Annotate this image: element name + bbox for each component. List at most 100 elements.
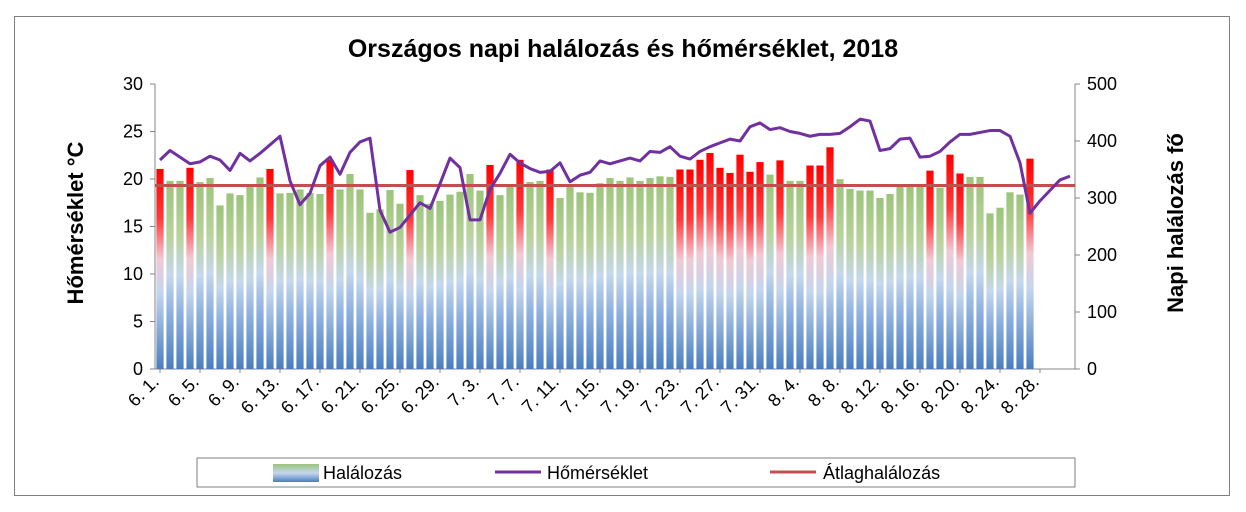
x-tick-label: 7. 3. xyxy=(444,372,483,411)
bar-deaths-23 xyxy=(376,209,384,369)
x-tick-label: 7. 19. xyxy=(597,372,643,418)
bar-deaths-47 xyxy=(616,180,624,369)
bar-deaths-12 xyxy=(266,168,274,369)
x-tick-label: 7. 15. xyxy=(557,372,603,418)
bar-deaths-53 xyxy=(676,169,684,369)
bar-deaths-72 xyxy=(866,190,874,369)
bar-deaths-4 xyxy=(186,167,194,369)
bar-deaths-32 xyxy=(466,174,474,369)
legend-swatch-deaths xyxy=(273,464,319,482)
bar-deaths-25 xyxy=(396,203,404,369)
bar-deaths-78 xyxy=(926,170,934,369)
legend-label-average: Átlaghalálozás xyxy=(823,463,940,483)
x-tick-label: 6. 25. xyxy=(357,372,403,418)
bar-deaths-80 xyxy=(946,154,954,369)
bar-deaths-21 xyxy=(356,189,364,369)
bar-deaths-17 xyxy=(316,194,324,369)
bar-deaths-83 xyxy=(976,176,984,369)
right-tick-label: 200 xyxy=(1087,245,1117,265)
bar-deaths-11 xyxy=(256,177,264,369)
bar-deaths-54 xyxy=(686,169,694,369)
bar-deaths-84 xyxy=(986,213,994,369)
x-tick-label: 6. 1. xyxy=(124,372,163,411)
bar-deaths-85 xyxy=(996,207,1004,369)
bar-deaths-58 xyxy=(726,172,734,369)
bar-deaths-19 xyxy=(336,189,344,369)
x-tick-label: 6. 13. xyxy=(237,372,283,418)
x-tick-label: 8. 12. xyxy=(837,372,883,418)
bar-deaths-71 xyxy=(856,190,864,369)
bar-deaths-16 xyxy=(306,192,314,369)
bar-deaths-28 xyxy=(426,203,434,369)
bar-deaths-68 xyxy=(826,147,834,369)
bar-deaths-24 xyxy=(386,190,394,369)
bar-deaths-39 xyxy=(536,180,544,369)
x-tick-label: 6. 5. xyxy=(164,372,203,411)
chart-title: Országos napi halálozás és hőmérséklet, … xyxy=(348,35,898,63)
bar-deaths-34 xyxy=(486,164,494,369)
bar-deaths-29 xyxy=(436,200,444,369)
chart-svg: Országos napi halálozás és hőmérséklet, … xyxy=(63,35,1188,488)
x-tick-label: 6. 21. xyxy=(317,372,363,418)
bar-deaths-67 xyxy=(816,165,824,369)
bar-deaths-6 xyxy=(206,178,214,369)
chart-frame: Országos napi halálozás és hőmérséklet, … xyxy=(14,16,1230,496)
left-y-ticks: 0 5 10 15 20 25 30 xyxy=(123,74,155,379)
bar-deaths-59 xyxy=(736,154,744,369)
left-tick-label: 10 xyxy=(123,264,143,284)
bar-deaths-3 xyxy=(176,180,184,369)
bar-deaths-41 xyxy=(556,198,564,369)
x-tick-label: 7. 11. xyxy=(518,372,563,417)
bar-deaths-87 xyxy=(1016,194,1024,369)
bar-deaths-13 xyxy=(276,193,284,369)
bar-deaths-55 xyxy=(696,159,704,369)
bar-deaths-9 xyxy=(236,195,244,369)
bar-deaths-49 xyxy=(636,180,644,369)
legend-label-temperature: Hőmérséklet xyxy=(547,463,648,483)
bar-deaths-66 xyxy=(806,165,814,369)
left-tick-label: 20 xyxy=(123,169,143,189)
bar-deaths-63 xyxy=(776,160,784,369)
bar-deaths-35 xyxy=(496,195,504,369)
bar-deaths-46 xyxy=(606,178,614,369)
bar-deaths-64 xyxy=(786,180,794,369)
right-tick-label: 500 xyxy=(1087,74,1117,94)
legend-label-deaths: Halálozás xyxy=(323,463,402,483)
x-tick-label: 8. 20. xyxy=(917,372,963,418)
x-tick-label: 6. 17. xyxy=(277,372,323,418)
bar-deaths-40 xyxy=(546,169,554,369)
bar-deaths-14 xyxy=(286,192,294,369)
bar-deaths-42 xyxy=(566,186,574,369)
bar-deaths-51 xyxy=(656,176,664,369)
left-axis-title: Hőmérséklet °C xyxy=(63,141,88,304)
bar-deaths-30 xyxy=(446,194,454,369)
x-tick-label: 7. 27. xyxy=(677,372,723,418)
bar-deaths-26 xyxy=(406,170,414,369)
bar-deaths-37 xyxy=(516,159,524,369)
x-tick-labels: 6. 1. 6. 5. 6. 9.6. 13.6. 17.6. 21.6. 25.6… xyxy=(124,369,1043,418)
bars-group xyxy=(156,147,1034,369)
bar-deaths-31 xyxy=(456,191,464,369)
x-tick-label: 8. 24. xyxy=(957,372,1003,418)
bar-deaths-2 xyxy=(166,180,174,369)
right-tick-label: 400 xyxy=(1087,131,1117,151)
x-tick-label: 8. 28. xyxy=(997,372,1043,418)
bar-deaths-7 xyxy=(216,205,224,369)
bar-deaths-65 xyxy=(796,180,804,369)
bar-deaths-38 xyxy=(526,182,534,369)
legend: Halálozás Hőmérséklet Átlaghalálozás xyxy=(196,457,1076,488)
bar-deaths-33 xyxy=(476,190,484,369)
x-tick-label: 7. 31. xyxy=(717,372,763,418)
bar-deaths-74 xyxy=(886,194,894,369)
bar-deaths-15 xyxy=(296,189,304,369)
bar-deaths-60 xyxy=(746,171,754,369)
bar-deaths-61 xyxy=(756,162,764,369)
bar-deaths-56 xyxy=(706,152,714,369)
bar-deaths-44 xyxy=(586,192,594,369)
right-y-ticks: 0 100 200 300 400 500 xyxy=(1075,74,1117,379)
x-tick-label: 8. 4. xyxy=(764,372,803,411)
bar-deaths-50 xyxy=(646,178,654,369)
bar-deaths-43 xyxy=(576,192,584,369)
bar-deaths-48 xyxy=(626,177,634,369)
left-tick-label: 25 xyxy=(123,122,143,142)
